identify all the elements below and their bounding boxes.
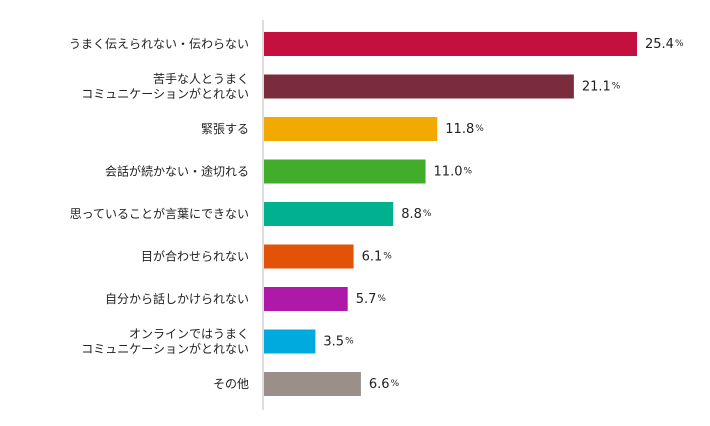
- value-label-6: 5.7%: [356, 292, 387, 307]
- bar-8: [264, 372, 361, 396]
- category-label-1: 苦手な人とうまくコミュニケーションがとれない: [81, 72, 249, 101]
- category-label-6: 自分から話しかけられない: [105, 291, 249, 306]
- bar-1: [264, 74, 574, 99]
- category-label-4: 思っていることが言葉にできない: [70, 206, 249, 221]
- value-label-1: 21.1%: [582, 79, 621, 94]
- category-label-3: 会話が続かない・途切れる: [105, 164, 249, 179]
- bar-3: [264, 159, 426, 184]
- value-label-7: 3.5%: [323, 334, 354, 349]
- value-label-8: 6.6%: [369, 377, 400, 392]
- bar-7: [264, 329, 316, 354]
- value-label-0: 25.4%: [645, 37, 684, 52]
- bar-0: [264, 32, 637, 56]
- category-label-5: 目が合わせられない: [141, 249, 249, 264]
- category-label-7: オンラインではうまくコミュニケーションがとれない: [81, 327, 249, 356]
- value-labels-group: 25.4% 21.1% 11.8% 11.0% 8.8% 6.1% 5.7% 3.5% 6.6%: [323, 37, 684, 392]
- value-label-2: 11.8%: [445, 122, 484, 137]
- category-label-2: 緊張する: [201, 122, 249, 136]
- bar-6: [264, 287, 348, 311]
- bars-group: [264, 32, 637, 396]
- value-label-4: 8.8%: [401, 207, 432, 222]
- category-label-0: うまく伝えられない・伝わらない: [69, 37, 249, 51]
- value-label-3: 11.0%: [434, 164, 473, 179]
- value-label-5: 6.1%: [362, 249, 393, 264]
- category-label-8: その他: [213, 377, 249, 391]
- bar-2: [264, 117, 438, 141]
- category-labels-group: うまく伝えられない・伝わらない苦手な人とうまくコミュニケーションがとれない緊張す…: [69, 37, 249, 391]
- bar-5: [264, 244, 354, 269]
- bar-4: [264, 202, 394, 226]
